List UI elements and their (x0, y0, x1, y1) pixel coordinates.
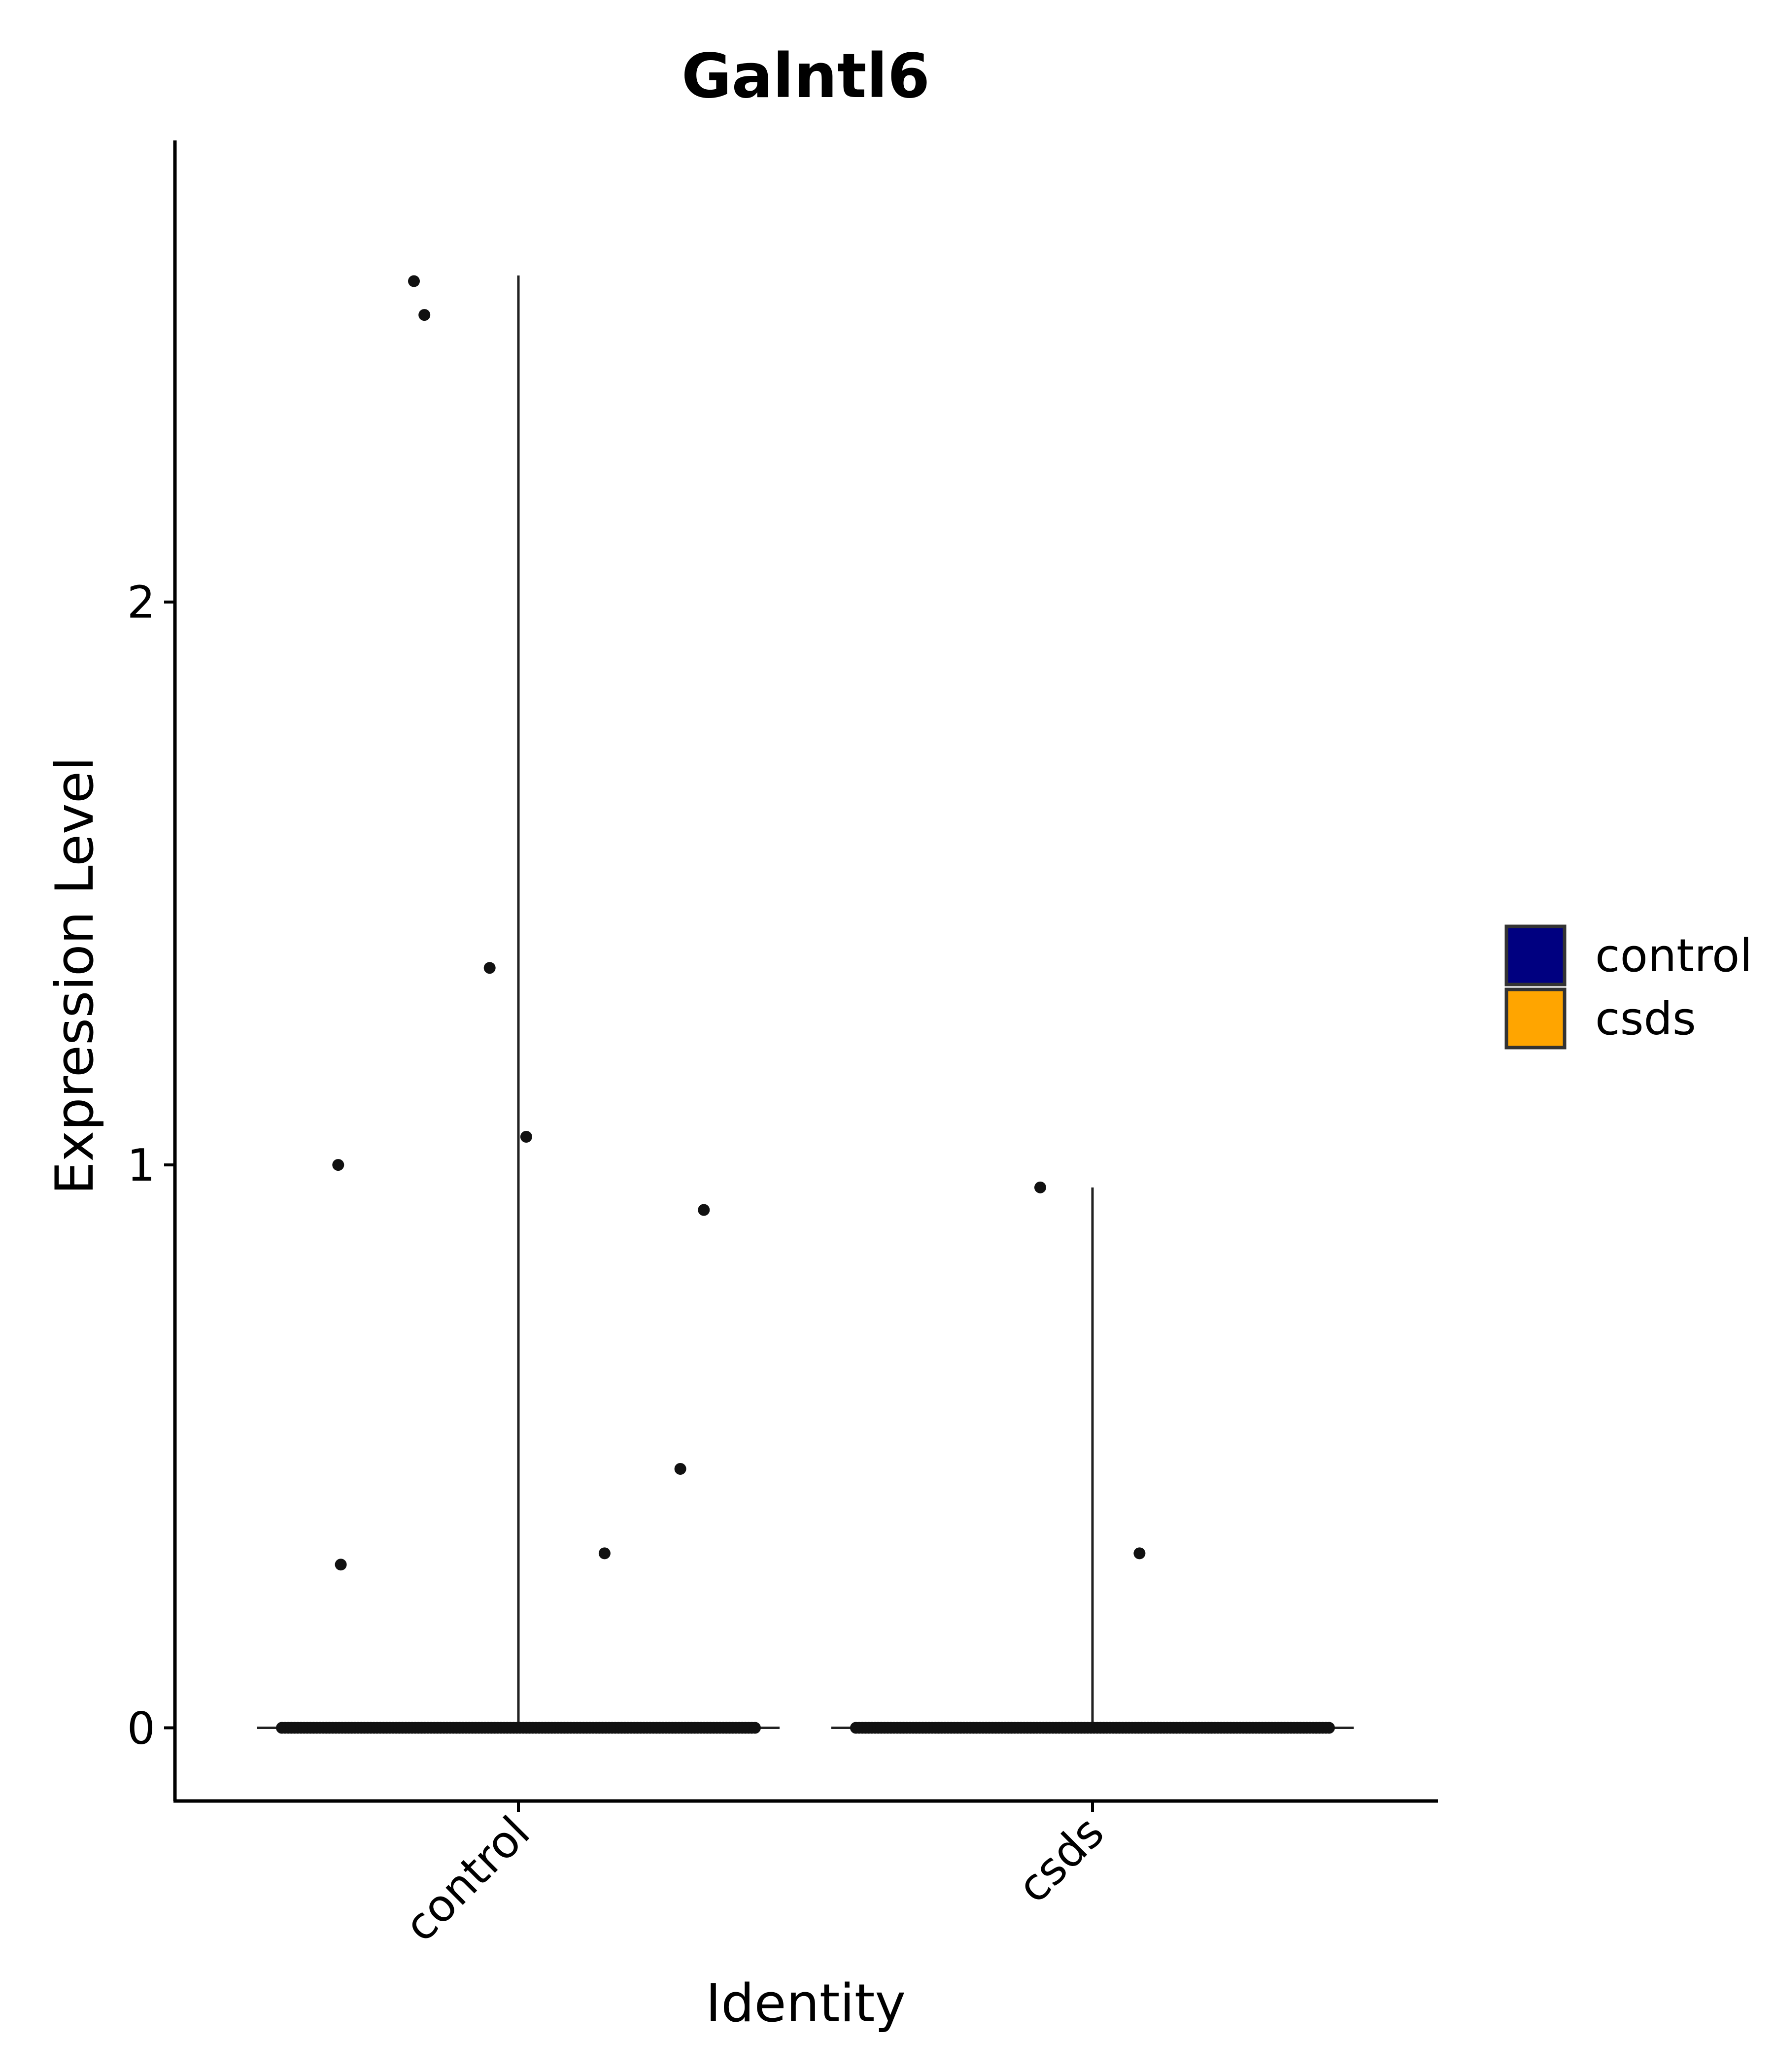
y-tick-label: 2 (127, 577, 155, 629)
data-point (520, 1131, 532, 1143)
data-point (1133, 1547, 1146, 1560)
chart-title: Galntl6 (682, 41, 930, 112)
legend: control csds (1504, 924, 1752, 1050)
data-point (1323, 1722, 1335, 1734)
data-point (1034, 1181, 1046, 1193)
zero-point-band (850, 1722, 1335, 1734)
data-point (698, 1204, 710, 1216)
legend-label: csds (1595, 992, 1696, 1045)
x-axis-title: Identity (706, 1973, 906, 2034)
legend-swatch (1504, 987, 1567, 1050)
data-point (408, 275, 420, 287)
x-tick-label: csds (1008, 1806, 1114, 1913)
data-point (335, 1559, 347, 1571)
legend-label: control (1595, 929, 1752, 982)
plot-area: 0 1 2 control csds (127, 140, 1438, 1952)
data-point (483, 962, 496, 974)
x-tick-label: control (395, 1806, 540, 1952)
legend-swatch (1504, 924, 1567, 986)
data-point (598, 1547, 611, 1560)
data-point (674, 1463, 686, 1475)
zero-point-band (276, 1722, 761, 1734)
y-tick-label: 0 (127, 1702, 155, 1754)
data-point (749, 1722, 761, 1734)
data-point (418, 309, 431, 321)
y-axis-title: Expression Level (44, 757, 105, 1195)
data-point (332, 1159, 344, 1171)
y-tick-label: 1 (127, 1140, 155, 1191)
